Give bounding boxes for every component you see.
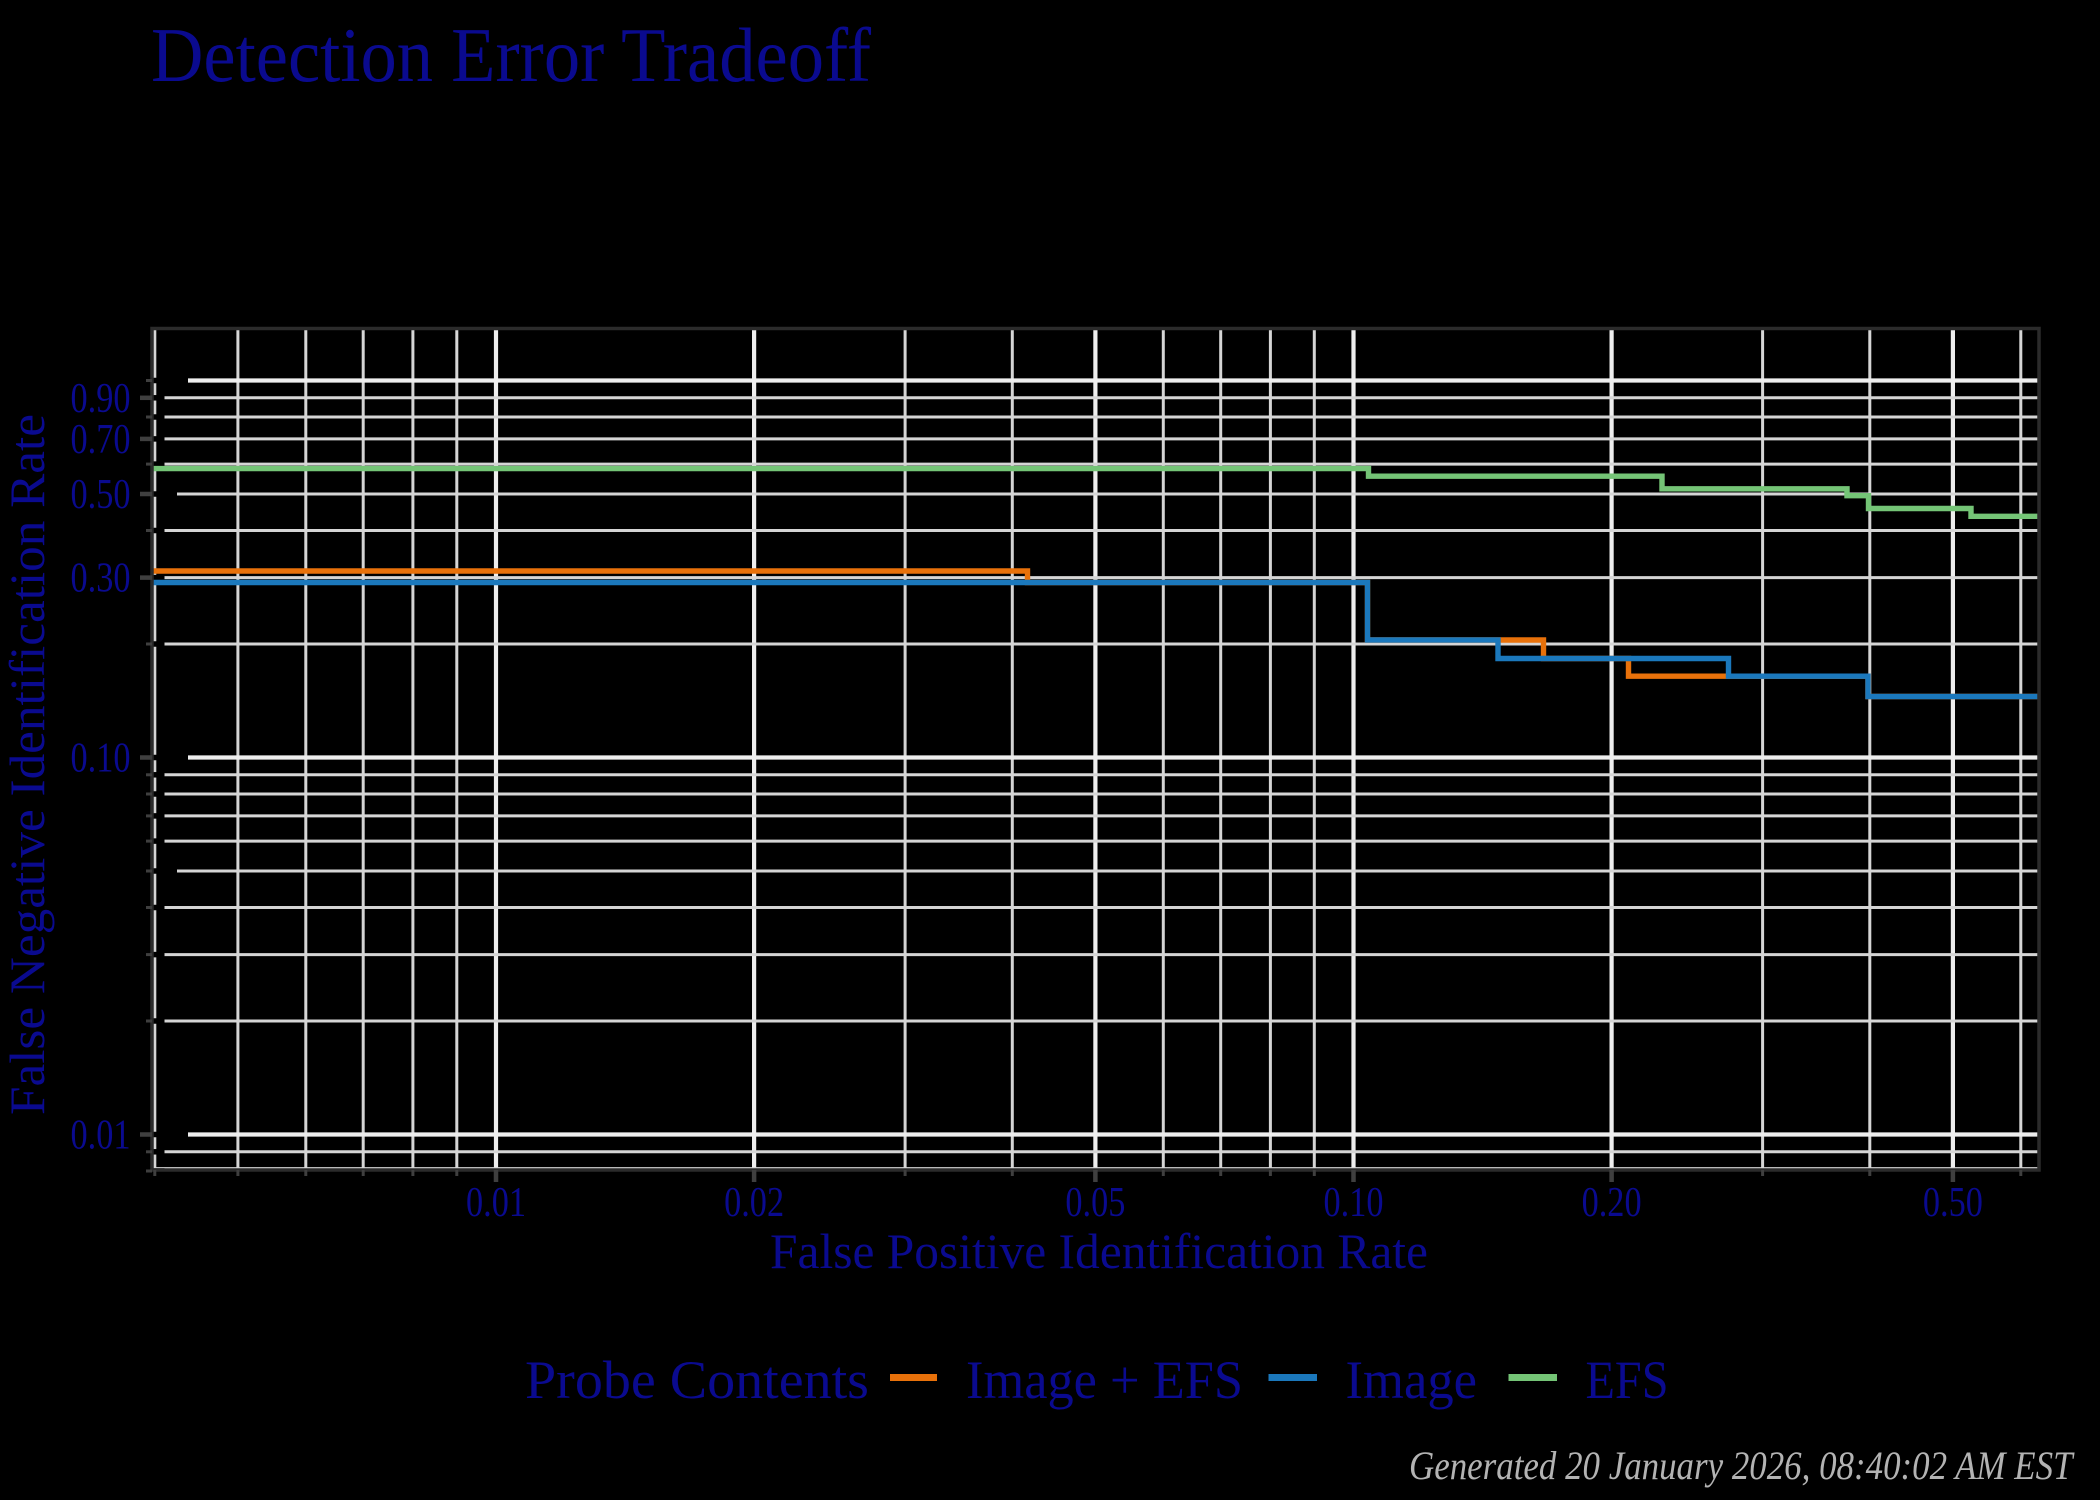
svg-text:0.10: 0.10 xyxy=(1324,1180,1384,1226)
svg-text:0.02: 0.02 xyxy=(724,1180,784,1226)
svg-text:False Negative Identification: False Negative Identification Rate xyxy=(0,414,55,1115)
svg-text:EFS: EFS xyxy=(1586,1350,1669,1410)
svg-text:0.50: 0.50 xyxy=(1923,1180,1983,1226)
svg-text:Generated 20 January 2026, 08:: Generated 20 January 2026, 08:40:02 AM E… xyxy=(1409,1443,2075,1488)
svg-text:Detection Error Tradeoff: Detection Error Tradeoff xyxy=(151,12,871,98)
svg-text:0.10: 0.10 xyxy=(71,736,131,782)
svg-text:0.20: 0.20 xyxy=(1582,1180,1642,1226)
svg-text:0.01: 0.01 xyxy=(466,1180,526,1226)
svg-text:Image: Image xyxy=(1346,1350,1478,1410)
svg-text:Probe Contents: Probe Contents xyxy=(525,1350,869,1410)
svg-text:0.01: 0.01 xyxy=(71,1113,131,1159)
svg-text:False Positive Identification: False Positive Identification Rate xyxy=(770,1223,1428,1279)
svg-text:Image + EFS: Image + EFS xyxy=(966,1350,1243,1410)
svg-text:0.30: 0.30 xyxy=(71,556,131,602)
svg-text:0.70: 0.70 xyxy=(71,417,131,463)
svg-text:0.05: 0.05 xyxy=(1065,1180,1125,1226)
svg-text:0.50: 0.50 xyxy=(71,472,131,518)
svg-text:0.90: 0.90 xyxy=(71,376,131,422)
